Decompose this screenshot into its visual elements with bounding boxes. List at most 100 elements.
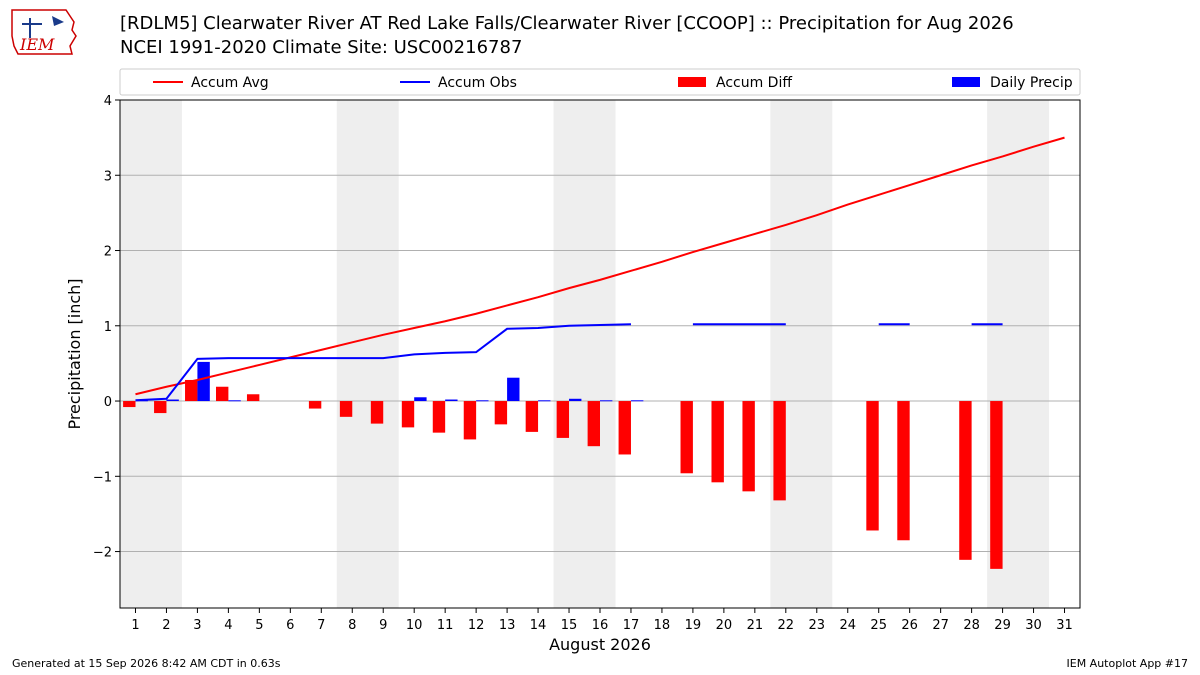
generated-timestamp: Generated at 15 Sep 2026 8:42 AM CDT in … bbox=[12, 657, 281, 670]
x-tick-label: 26 bbox=[901, 618, 918, 633]
y-tick-label: −1 bbox=[93, 470, 112, 485]
x-tick-label: 27 bbox=[932, 618, 949, 633]
x-tick-label: 14 bbox=[530, 618, 547, 633]
x-tick-label: 25 bbox=[870, 618, 887, 633]
weekend-shade-2 bbox=[336, 100, 399, 608]
bars bbox=[123, 361, 1003, 569]
weekend-shade-3 bbox=[553, 100, 616, 608]
accum-diff-bar-day-19 bbox=[680, 401, 693, 474]
y-tick-label: 3 bbox=[104, 169, 112, 184]
daily-precip-bar-day-15 bbox=[569, 398, 582, 402]
legend-box bbox=[119, 68, 1081, 96]
weekend-shade-4 bbox=[770, 100, 833, 608]
y-tick-label: 2 bbox=[104, 245, 112, 260]
x-tick-label: 23 bbox=[809, 618, 826, 633]
accum-diff-bar-day-25 bbox=[866, 401, 879, 531]
x-tick-label: 28 bbox=[963, 618, 980, 633]
x-tick-label: 10 bbox=[406, 618, 423, 633]
x-tick-label: 11 bbox=[437, 618, 454, 633]
x-tick-label: 22 bbox=[778, 618, 795, 633]
x-tick-label: 2 bbox=[162, 618, 170, 633]
x-tick-label: 5 bbox=[255, 618, 263, 633]
legend-label-1: Accum Avg bbox=[191, 75, 269, 91]
accum-diff-bar-day-14 bbox=[525, 401, 539, 432]
iem-logo: IEM bbox=[11, 9, 77, 55]
x-tick-label: 8 bbox=[348, 618, 356, 633]
x-tick-label: 19 bbox=[685, 618, 702, 633]
accum-obs-line-segment-1 bbox=[135, 323, 631, 402]
x-axis-ticks: 1 2 3 4 5 6 7 8 9 10 11 12 13 14 15 16 17 18 19 20 21 22 23 24 2… bbox=[131, 608, 1073, 633]
x-tick-label: 31 bbox=[1056, 618, 1073, 633]
accum-diff-bar-day-17 bbox=[618, 401, 631, 455]
chart-title: [RDLM5] Clearwater River AT Red Lake Fal… bbox=[120, 13, 1014, 34]
accum-diff-bar-day-5 bbox=[246, 394, 260, 402]
accum-diff-bar-day-4 bbox=[216, 386, 229, 402]
y-tick-label: 1 bbox=[104, 320, 112, 335]
legend-label-3: Accum Diff bbox=[716, 75, 792, 91]
accum-diff-bar-day-1 bbox=[123, 401, 136, 408]
accum-diff-bar-day-8 bbox=[339, 401, 353, 417]
x-tick-label: 16 bbox=[592, 618, 609, 633]
accum-diff-bar-day-3 bbox=[185, 379, 198, 402]
weekend-shading bbox=[120, 100, 1050, 608]
accum-diff-bar-day-9 bbox=[370, 401, 384, 424]
accum-diff-bar-day-26 bbox=[897, 401, 910, 541]
daily-precip-bar-day-4 bbox=[228, 400, 241, 402]
daily-precip-bar-day-3 bbox=[197, 361, 210, 402]
lines bbox=[135, 136, 1065, 402]
daily-precip-bar-day-14 bbox=[538, 400, 551, 402]
x-tick-label: 7 bbox=[317, 618, 325, 633]
accum-diff-bar-day-7 bbox=[308, 401, 322, 409]
legend-label-2: Accum Obs bbox=[438, 75, 517, 91]
legend-swatch-3 bbox=[678, 77, 706, 87]
y-tick-label: 0 bbox=[104, 395, 112, 410]
x-tick-label: 18 bbox=[654, 618, 671, 633]
x-tick-label: 1 bbox=[131, 618, 139, 633]
accum-diff-bar-day-20 bbox=[711, 401, 724, 483]
x-tick-label: 20 bbox=[716, 618, 733, 633]
daily-precip-bar-day-12 bbox=[476, 400, 489, 402]
daily-precip-bar-day-2 bbox=[166, 399, 179, 402]
accum-diff-bar-day-2 bbox=[154, 401, 167, 414]
x-tick-label: 24 bbox=[839, 618, 856, 633]
weekend-shade-1 bbox=[120, 100, 182, 608]
accum-diff-bar-day-29 bbox=[990, 401, 1003, 569]
daily-precip-bar-day-16 bbox=[600, 400, 613, 402]
accum-diff-bar-day-16 bbox=[587, 401, 600, 447]
x-tick-label: 17 bbox=[623, 618, 640, 633]
y-tick-label: −2 bbox=[93, 546, 112, 561]
x-tick-label: 9 bbox=[379, 618, 387, 633]
y-tick-label: 4 bbox=[104, 94, 112, 109]
x-tick-label: 15 bbox=[561, 618, 578, 633]
app-identifier: IEM Autoplot App #17 bbox=[1066, 657, 1189, 670]
x-tick-label: 29 bbox=[994, 618, 1011, 633]
logo-text: IEM bbox=[19, 35, 55, 54]
legend-label-4: Daily Precip bbox=[990, 75, 1073, 91]
daily-precip-bar-day-17 bbox=[630, 400, 644, 402]
daily-precip-bar-day-13 bbox=[507, 377, 520, 402]
daily-precip-bar-day-10 bbox=[414, 397, 427, 402]
accum-diff-bar-day-15 bbox=[556, 401, 570, 438]
y-axis-ticks: −2 −1 0 1 2 3 4 bbox=[93, 94, 120, 561]
accum-diff-bar-day-12 bbox=[463, 401, 477, 440]
accum-diff-bar-day-28 bbox=[959, 401, 972, 560]
chart-subtitle: NCEI 1991-2020 Climate Site: USC00216787 bbox=[120, 37, 523, 58]
x-tick-label: 13 bbox=[499, 618, 516, 633]
x-tick-label: 4 bbox=[224, 618, 232, 633]
x-tick-label: 6 bbox=[286, 618, 294, 633]
accum-diff-bar-day-11 bbox=[432, 401, 446, 433]
legend: Accum Avg Accum Obs Accum Diff Daily Precip bbox=[119, 68, 1081, 96]
x-tick-label: 30 bbox=[1025, 618, 1042, 633]
x-axis-label: August 2026 bbox=[549, 635, 651, 654]
x-tick-label: 12 bbox=[468, 618, 485, 633]
accum-diff-bar-day-22 bbox=[773, 401, 786, 501]
legend-swatch-4 bbox=[952, 77, 980, 87]
x-tick-label: 21 bbox=[747, 618, 764, 633]
x-tick-label: 3 bbox=[193, 618, 201, 633]
daily-precip-bar-day-11 bbox=[445, 399, 458, 402]
y-axis-label: Precipitation [inch] bbox=[65, 278, 84, 429]
accum-diff-bar-day-10 bbox=[401, 401, 415, 428]
accum-diff-bar-day-13 bbox=[494, 401, 508, 425]
accum-diff-bar-day-21 bbox=[742, 401, 755, 492]
